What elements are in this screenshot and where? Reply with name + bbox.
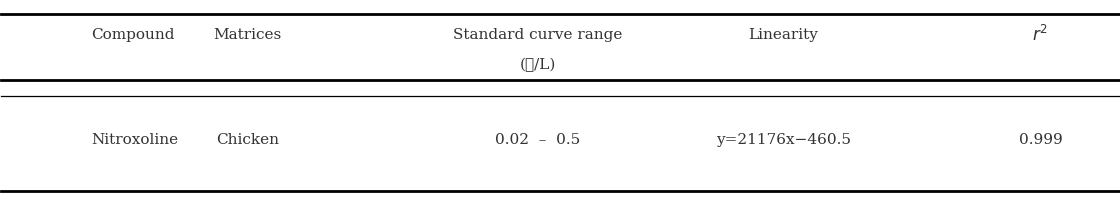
Text: Nitroxoline: Nitroxoline — [91, 132, 178, 146]
Text: Compound: Compound — [91, 28, 175, 42]
Text: 0.02  –  0.5: 0.02 – 0.5 — [495, 132, 580, 146]
Text: Matrices: Matrices — [213, 28, 281, 42]
Text: Linearity: Linearity — [748, 28, 819, 42]
Text: 0.999: 0.999 — [1018, 132, 1062, 146]
Text: Standard curve range: Standard curve range — [452, 28, 623, 42]
Text: y=21176x−460.5: y=21176x−460.5 — [716, 132, 851, 146]
Text: Chicken: Chicken — [216, 132, 279, 146]
Text: $r^2$: $r^2$ — [1033, 25, 1048, 45]
Text: (㎜/L): (㎜/L) — [520, 57, 556, 72]
